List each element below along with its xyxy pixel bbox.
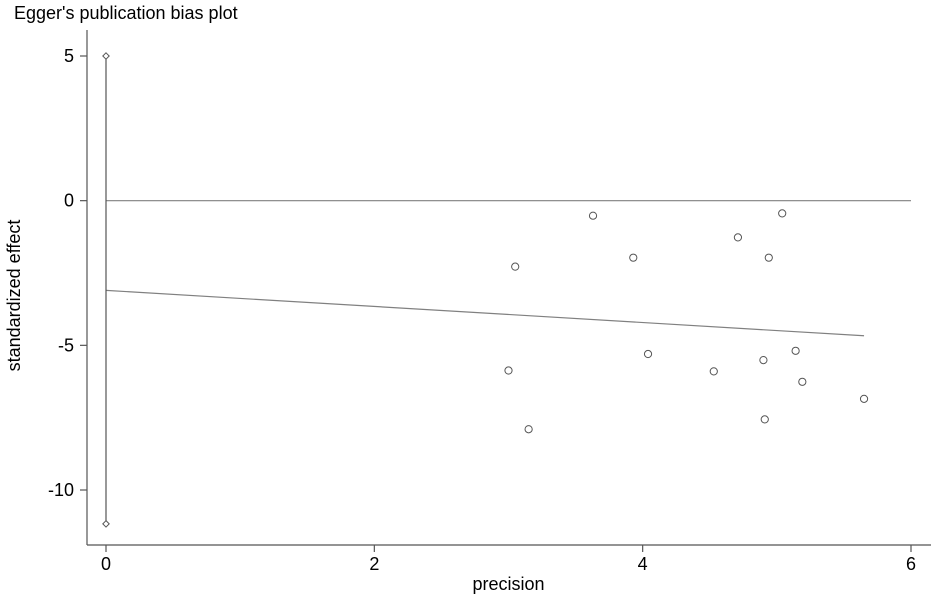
intercept-interval-lower-cap [102, 519, 110, 528]
data-point [643, 349, 653, 359]
data-points [504, 209, 869, 434]
data-point [504, 366, 513, 375]
x-tick-label: 4 [638, 554, 648, 574]
intercept-interval-upper-cap [102, 52, 110, 60]
tick-labels: 5 0 -5 -10 0 2 4 6 [48, 46, 916, 574]
data-point [759, 355, 768, 365]
data-point [760, 415, 769, 424]
data-point [859, 394, 869, 403]
y-tick-label: 5 [64, 46, 74, 66]
data-point [778, 209, 787, 218]
data-point [524, 425, 533, 434]
data-point [709, 367, 718, 376]
axes [80, 30, 931, 552]
regression-line [105, 289, 865, 337]
chart-title: Egger's publication bias plot [14, 3, 238, 23]
y-axis-title: standardized effect [4, 220, 24, 372]
plot-lines [102, 52, 911, 528]
data-point [791, 346, 800, 355]
x-tick-label: 6 [906, 554, 916, 574]
x-tick-label: 2 [369, 554, 379, 574]
data-point [588, 211, 598, 220]
y-tick-label: 0 [64, 191, 74, 211]
y-tick-label: -10 [48, 480, 74, 500]
data-point [798, 377, 807, 386]
x-tick-label: 0 [101, 554, 111, 574]
x-axis-title: precision [472, 574, 544, 594]
y-tick-label: -5 [58, 335, 74, 355]
data-point [511, 262, 520, 271]
data-point [733, 233, 743, 242]
data-point [764, 253, 773, 262]
data-point [629, 253, 638, 262]
